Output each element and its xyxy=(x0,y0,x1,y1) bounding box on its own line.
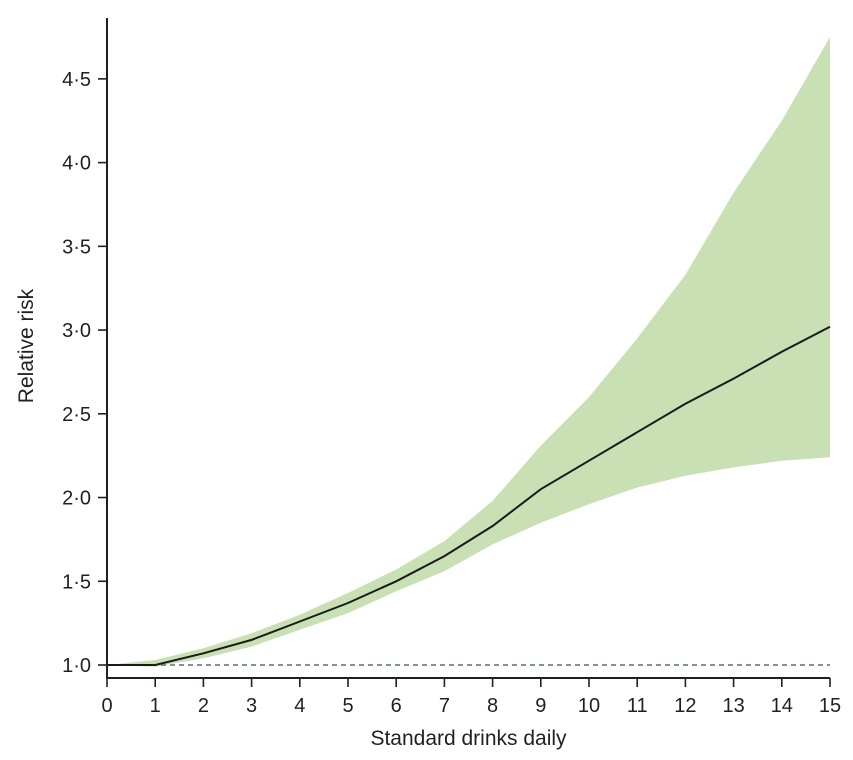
x-tick-label: 14 xyxy=(771,695,793,717)
x-tick-label: 13 xyxy=(722,695,744,717)
x-tick-label: 6 xyxy=(391,695,402,717)
y-tick-label: 1·0 xyxy=(62,655,91,677)
x-tick-label: 7 xyxy=(439,695,450,717)
x-tick-label: 0 xyxy=(101,695,112,717)
y-tick-label: 2·5 xyxy=(62,404,91,426)
x-tick-label: 15 xyxy=(819,695,841,717)
y-axis-title: Relative risk xyxy=(15,288,38,403)
y-tick-label: 3·0 xyxy=(62,320,91,342)
confidence-band xyxy=(107,37,830,667)
relative-risk-line xyxy=(107,325,831,666)
y-tick-label: 3·5 xyxy=(62,236,91,258)
x-tick-label: 4 xyxy=(294,695,305,717)
x-tick-label: 3 xyxy=(246,695,257,717)
x-tick-label: 8 xyxy=(487,695,498,717)
y-tick-label: 4·5 xyxy=(62,69,91,91)
x-axis-title: Standard drinks daily xyxy=(370,727,567,750)
x-tick-label: 1 xyxy=(150,695,161,717)
x-tick-label: 9 xyxy=(535,695,546,717)
y-tick-label: 2·0 xyxy=(62,488,91,510)
x-tick-label: 2 xyxy=(198,695,209,717)
axes: 0 1 2 3 4 5 6 7 8 9 10 11 12 13 14 151·01·52·02·53·03·5… xyxy=(62,18,841,717)
y-tick-label: 4·0 xyxy=(62,153,91,175)
plot-area xyxy=(107,37,831,667)
y-tick-label: 1·5 xyxy=(62,571,91,593)
x-tick-label: 10 xyxy=(578,695,600,717)
x-tick-label: 5 xyxy=(342,695,353,717)
x-tick-label: 11 xyxy=(627,695,648,717)
x-tick-label: 12 xyxy=(674,695,696,717)
